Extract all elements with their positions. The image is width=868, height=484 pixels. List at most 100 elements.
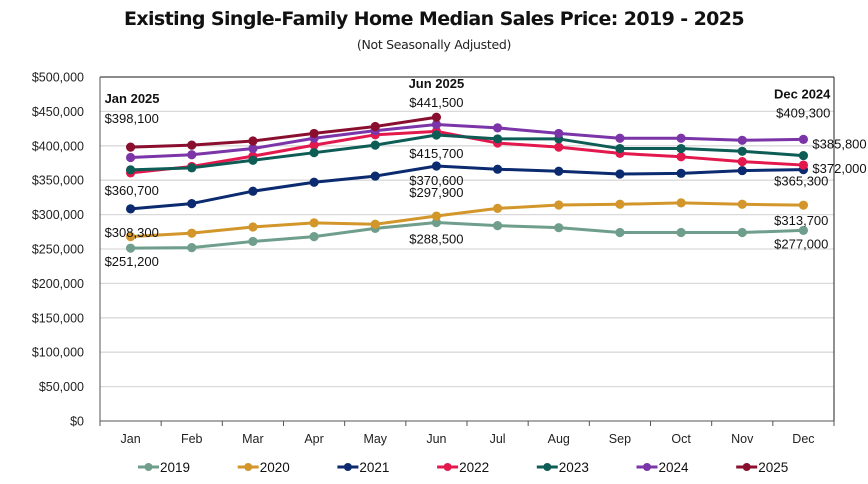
data-label: $372,000: [812, 161, 866, 176]
data-point-2024: [248, 143, 258, 154]
data-point-2023: [125, 165, 136, 175]
data-label: $409,300: [776, 105, 830, 120]
data-point-2024: [676, 133, 686, 143]
data-point-2025: [187, 140, 197, 150]
data-point-2023: [187, 163, 197, 173]
legend-item-2023[interactable]: 2023: [536, 460, 589, 475]
x-tick-label: Nov: [731, 432, 754, 446]
data-point-2019: [676, 227, 686, 238]
data-point-2024: [125, 152, 136, 163]
series-line-2023: [130, 133, 804, 172]
data-point-2021: [431, 161, 442, 171]
data-point-2025: [309, 128, 319, 139]
series-line-2024: [130, 122, 804, 159]
data-label: $360,700: [105, 183, 159, 198]
series-2023: [125, 130, 809, 175]
data-point-2024: [554, 128, 564, 139]
data-label: $370,600: [409, 173, 463, 188]
y-tick-label: $150,000: [32, 311, 84, 325]
y-tick-label: $0: [70, 415, 84, 429]
data-point-2023: [615, 143, 625, 154]
data-point-2020: [431, 211, 442, 221]
data-point-2020: [309, 218, 319, 228]
series-line-2021: [130, 164, 804, 211]
data-point-2022: [554, 142, 564, 152]
data-point-2022: [798, 160, 809, 170]
data-point-2020: [676, 198, 686, 208]
legend-item-2022[interactable]: 2022: [437, 460, 489, 475]
data-point-2020: [615, 199, 625, 209]
legend-label: 2021: [359, 460, 389, 475]
data-point-2020: [554, 200, 564, 210]
data-point-2022: [676, 152, 686, 162]
data-point-2019: [554, 223, 564, 233]
legend-marker: [343, 463, 352, 471]
y-tick-label: $250,000: [32, 243, 84, 257]
y-tick-label: $450,000: [32, 105, 84, 119]
legend-label: 2023: [559, 460, 589, 475]
data-label: $441,500: [409, 95, 463, 110]
data-point-2021: [492, 164, 503, 174]
data-point-2024: [615, 133, 625, 143]
chart-subtitle: (Not Seasonally Adjusted): [356, 37, 512, 52]
data-point-2024: [737, 135, 747, 145]
data-point-2019: [125, 243, 136, 253]
legend-item-2019[interactable]: 2019: [138, 460, 190, 475]
x-tick-label: Jul: [490, 432, 506, 446]
data-label: $415,700: [409, 146, 463, 161]
x-tick-label: Dec: [792, 432, 814, 446]
data-point-2021: [187, 198, 197, 209]
data-point-2021: [248, 186, 258, 196]
data-point-2019: [248, 236, 258, 247]
data-point-2025: [370, 121, 380, 132]
data-label: $365,300: [774, 174, 828, 189]
y-tick-label: $500,000: [32, 71, 84, 85]
data-point-2020: [370, 219, 380, 229]
series-lines: [125, 112, 809, 253]
legend-marker: [643, 463, 651, 471]
series-line-2025: [130, 115, 437, 149]
legend: 2019 2020 2021 2022 2023 2024 2025: [138, 460, 788, 475]
legend-item-2024[interactable]: 2024: [636, 460, 690, 475]
data-point-2019: [798, 225, 809, 236]
x-tick-label: Apr: [304, 432, 323, 446]
data-label: $313,700: [774, 213, 828, 228]
series-2019: [125, 217, 809, 253]
y-tick-label: $350,000: [32, 174, 84, 188]
series-2025: [125, 112, 442, 152]
series-2024: [125, 119, 809, 163]
data-point-2021: [370, 171, 380, 181]
series-2020: [125, 198, 809, 242]
legend-item-2025[interactable]: 2025: [736, 460, 788, 475]
legend-marker: [443, 463, 452, 471]
data-point-2025: [248, 136, 258, 146]
data-point-2022: [737, 157, 747, 167]
data-point-2020: [492, 203, 503, 214]
data-point-2019: [187, 243, 197, 253]
data-label: $277,000: [774, 236, 828, 251]
x-tick-label: May: [363, 432, 387, 446]
data-point-2023: [248, 155, 258, 165]
y-axis-ticks: $0 $50,000 $100,000 $150,000 $200,000 $250,00…: [32, 71, 84, 429]
data-point-2019: [615, 227, 625, 238]
data-point-2021: [676, 168, 686, 178]
data-annotations: Jan 2025 $398,100 $360,700 $308,300 $251,200…: [105, 76, 867, 269]
data-point-2019: [431, 217, 442, 228]
data-label: $308,300: [105, 225, 159, 240]
data-point-2023: [492, 134, 503, 144]
x-tick-label: Jan: [121, 432, 141, 446]
x-tick-label: Aug: [548, 432, 570, 446]
data-point-2021: [309, 177, 319, 187]
series-line-2019: [130, 221, 804, 250]
data-point-2019: [492, 221, 503, 231]
data-point-2023: [676, 143, 686, 154]
legend-item-2021[interactable]: 2021: [337, 460, 389, 475]
data-point-2024: [798, 134, 809, 145]
x-tick-label: Feb: [181, 432, 203, 446]
data-point-2023: [370, 140, 380, 150]
legend-item-2020[interactable]: 2020: [237, 460, 290, 475]
data-point-2023: [309, 148, 319, 158]
annotation-header: Dec 2024: [774, 86, 831, 101]
data-point-2020: [798, 200, 809, 210]
